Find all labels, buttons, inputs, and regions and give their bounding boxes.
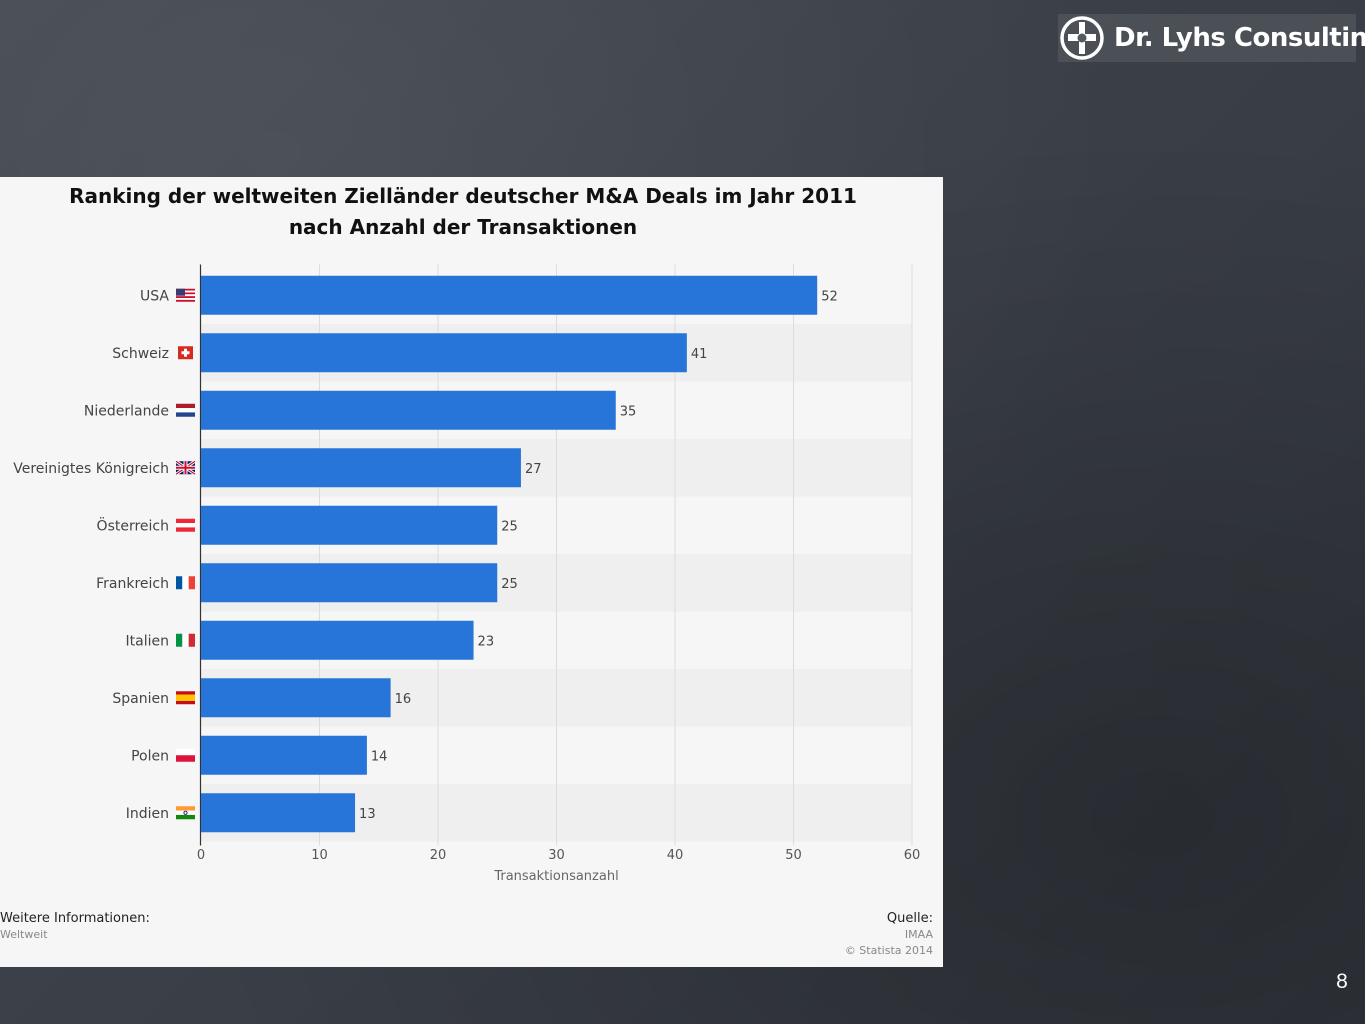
x-axis-label: Transaktionsanzahl — [493, 869, 618, 884]
bar — [201, 620, 474, 660]
it-flag-icon — [176, 633, 195, 647]
bar-value-label: 23 — [478, 634, 495, 649]
ch-flag-icon — [178, 346, 193, 360]
category-label: Italien — [126, 633, 169, 649]
x-tick-label: 50 — [785, 848, 802, 863]
x-tick-label: 60 — [904, 848, 921, 863]
page-number: 8 — [1336, 970, 1348, 993]
bar-value-label: 27 — [525, 462, 542, 477]
fr-flag-icon — [176, 576, 195, 590]
logo-cross-icon — [1060, 16, 1104, 60]
bar — [201, 678, 391, 718]
nl-flag-icon — [176, 403, 195, 417]
bar-value-label: 41 — [691, 347, 708, 362]
bar — [201, 735, 367, 775]
chart-title: Ranking der weltweiten Zielländer deutsc… — [0, 181, 926, 243]
footer-source: Quelle: IMAA © Statista 2014 — [845, 911, 933, 959]
x-tick-label: 0 — [197, 848, 205, 863]
category-label: Indien — [126, 806, 169, 822]
bar — [201, 563, 498, 603]
chart-panel: Ranking der weltweiten Zielländer deutsc… — [0, 177, 943, 967]
at-flag-icon — [176, 518, 195, 532]
bar — [201, 793, 356, 833]
category-label: Niederlande — [84, 403, 169, 419]
category-label: Spanien — [112, 691, 169, 707]
info-label: Weitere Informationen: — [0, 911, 150, 926]
category-label: Polen — [131, 748, 169, 764]
bar-chart: 0 10 20 30 40 50 60 Transaktionsanzahl 52 USA 41 Sc… — [13, 264, 921, 884]
chart-subtitle: nach Anzahl der Transaktionen — [288, 215, 638, 239]
chart-title-line: Ranking der weltweiten Zielländer deutsc… — [69, 184, 857, 208]
uk-flag-icon — [175, 460, 196, 476]
source-value: IMAA — [904, 928, 933, 941]
bar — [201, 505, 498, 545]
category-label: Österreich — [97, 516, 169, 534]
bar — [201, 333, 687, 373]
x-tick-label: 30 — [548, 848, 565, 863]
bar-value-label: 13 — [359, 807, 376, 822]
bar-value-label: 35 — [620, 404, 637, 419]
bar-value-label: 14 — [371, 749, 388, 764]
category-label: Schweiz — [112, 346, 169, 362]
bar — [201, 275, 818, 315]
x-tick-label: 20 — [430, 848, 447, 863]
pl-flag-icon — [176, 748, 195, 762]
footer-info: Weitere Informationen: Weltweit — [0, 911, 150, 943]
es-flag-icon — [176, 691, 195, 705]
category-label: USA — [140, 288, 169, 304]
category-label: Vereinigtes Königreich — [13, 461, 169, 477]
bar-value-label: 25 — [501, 577, 518, 592]
category-label: Frankreich — [96, 576, 169, 592]
bar-value-label: 16 — [395, 692, 412, 707]
bar — [201, 390, 616, 430]
x-tick-label: 40 — [667, 848, 684, 863]
bar-value-label: 52 — [821, 289, 838, 304]
in-flag-icon — [176, 806, 195, 820]
source-label: Quelle: — [886, 911, 933, 926]
info-value: Weltweit — [0, 928, 48, 941]
us-flag-icon — [176, 288, 195, 302]
logo-text: Dr. Lyhs Consulting — [1114, 23, 1365, 53]
bar-value-label: 25 — [501, 519, 518, 534]
bar — [201, 448, 521, 488]
copyright: © Statista 2014 — [844, 944, 933, 957]
logo: Dr. Lyhs Consulting — [1058, 14, 1365, 62]
x-tick-label: 10 — [311, 848, 328, 863]
